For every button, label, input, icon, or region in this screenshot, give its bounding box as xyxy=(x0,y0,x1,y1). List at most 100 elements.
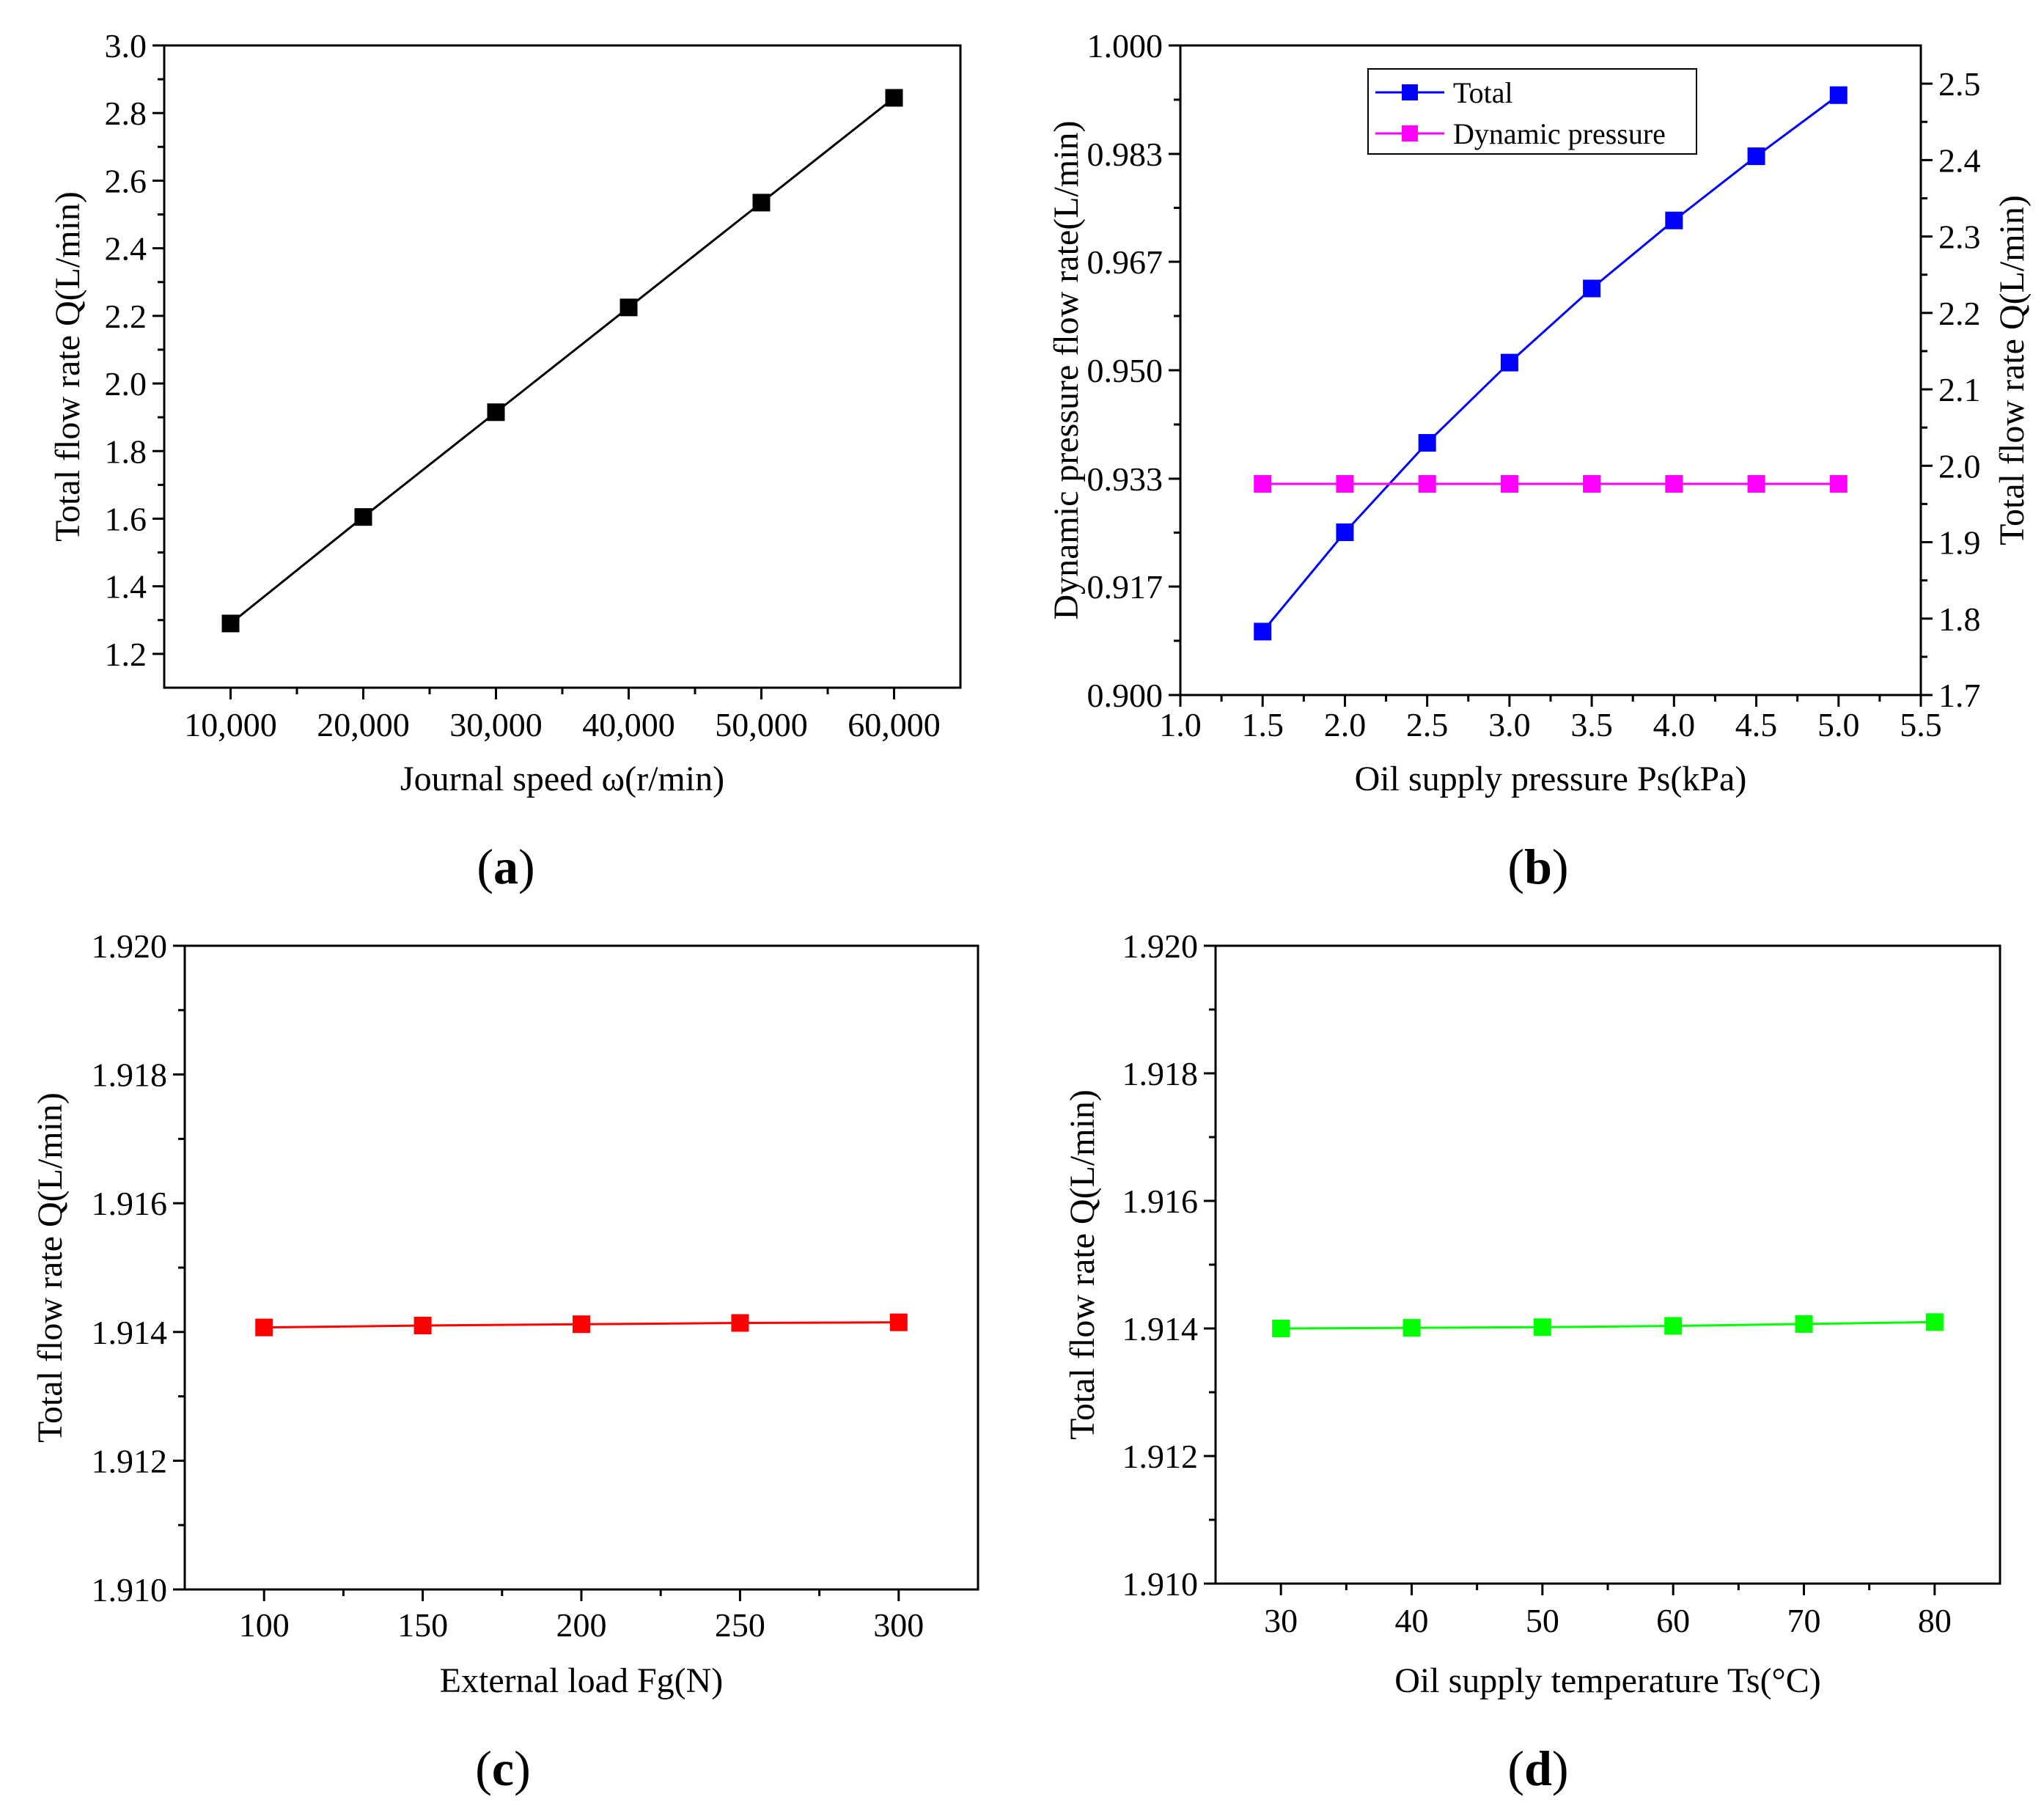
data-point xyxy=(255,1318,273,1337)
panel-label-close: ) xyxy=(1552,1740,1569,1796)
data-point xyxy=(889,1313,908,1331)
y-tick-label: 1.916 xyxy=(1122,1183,1199,1220)
data-point xyxy=(1664,1317,1683,1335)
y2-tick-label: 2.4 xyxy=(1938,141,1981,179)
y-tick-label: 2.6 xyxy=(105,162,147,199)
plot-frame xyxy=(1214,944,2001,1585)
y-tick-label: 1.914 xyxy=(92,1314,168,1351)
x-tick-label: 2.5 xyxy=(1406,706,1449,743)
y-tick-label: 1.914 xyxy=(1122,1310,1199,1348)
x-tick-label: 200 xyxy=(556,1606,607,1644)
x-axis-title: Journal speed ω(r/min) xyxy=(400,760,724,798)
legend: Total Dynamic pressure xyxy=(1367,68,1697,155)
data-point xyxy=(1665,475,1683,493)
y-tick-label: 1.920 xyxy=(1122,927,1199,965)
y2-axis-title: Total flow rate Q(L/min) xyxy=(1993,195,2032,545)
x-tick-label: 4.5 xyxy=(1735,706,1778,743)
x-tick-label: 70 xyxy=(1787,1602,1821,1639)
chart-d: 30 40 50 60 70 80 1.910 1.912 1.914 1.916 1.918 1.9… xyxy=(1063,927,2001,1796)
y2-tick-label: 2.5 xyxy=(1938,65,1981,103)
x-axis-title: Oil supply temperature Ts(°C) xyxy=(1394,1661,1821,1700)
panel-label: (b) xyxy=(1507,839,1568,894)
data-point xyxy=(573,1315,590,1334)
panel-label: (d) xyxy=(1507,1740,1568,1796)
y-tick-label: 1.918 xyxy=(1122,1055,1199,1092)
x-tick-label: 50 xyxy=(1526,1602,1559,1639)
y-tick-label: 1.912 xyxy=(92,1442,168,1479)
y-tick-label: 1.910 xyxy=(1122,1565,1199,1603)
panel-label-open: ( xyxy=(477,839,493,894)
data-point xyxy=(1747,147,1765,166)
y-tick-label: 2.8 xyxy=(105,95,147,132)
data-point xyxy=(752,194,771,212)
data-point xyxy=(1272,1320,1290,1337)
panel-label-open: ( xyxy=(475,1740,492,1796)
panel-label-letter: c xyxy=(492,1740,514,1796)
panel-label-close: ) xyxy=(514,1740,531,1796)
y-tick-label: 1.916 xyxy=(92,1185,168,1222)
x-tick-label: 5.5 xyxy=(1900,706,1942,743)
legend-marker xyxy=(1402,125,1418,141)
x-tick-label: 40,000 xyxy=(582,706,675,743)
data-point xyxy=(885,89,903,107)
data-point xyxy=(487,403,505,422)
y-tick-label: 0.933 xyxy=(1087,460,1163,498)
data-point xyxy=(1665,211,1683,229)
x-tick-label: 5.0 xyxy=(1817,706,1860,743)
data-point xyxy=(1500,475,1518,493)
data-point xyxy=(1418,475,1436,493)
y-tick-label: 1.000 xyxy=(1087,27,1163,65)
data-point xyxy=(1583,279,1601,298)
y-tick-label: 2.2 xyxy=(105,298,147,335)
data-point xyxy=(731,1314,749,1332)
y-tick-label: 1.6 xyxy=(105,500,147,537)
y-tick-label: 0.983 xyxy=(1087,136,1163,173)
x-tick-label: 150 xyxy=(397,1606,448,1644)
data-point xyxy=(1747,475,1765,493)
panel-label-open: ( xyxy=(1507,839,1524,894)
panel-label: (a) xyxy=(477,839,534,894)
data-point xyxy=(1829,475,1848,493)
x-tick-label: 80 xyxy=(1918,1602,1952,1639)
y-axis-title: Dynamic pressure flow rate(L/min) xyxy=(1047,120,1086,620)
x-axis-title: Oil supply pressure Ps(kPa) xyxy=(1355,760,1747,798)
legend-marker xyxy=(1402,84,1418,100)
panel-label-letter: d xyxy=(1524,1740,1552,1796)
legend-label: Total xyxy=(1453,76,1513,109)
x-tick-label: 30,000 xyxy=(449,706,543,743)
data-point xyxy=(1403,1319,1421,1337)
series-line-total xyxy=(229,97,895,625)
plot-frame xyxy=(163,44,962,689)
data-point xyxy=(354,508,372,526)
chart-b: 1.0 1.5 2.0 2.5 3.0 3.5 4.0 4.5 5.0 5.5 0.900 0.917… xyxy=(1047,27,2032,894)
x-tick-label: 100 xyxy=(239,1606,290,1644)
y-axis-title: Total flow rate Q(L/min) xyxy=(48,191,87,542)
y-tick-label: 1.8 xyxy=(105,433,147,470)
legend-box xyxy=(1367,68,1697,155)
x-tick-label: 3.0 xyxy=(1488,706,1531,743)
panel-label-close: ) xyxy=(1552,839,1569,894)
y2-tick-label: 2.1 xyxy=(1938,371,1981,408)
x-tick-label: 3.5 xyxy=(1570,706,1613,743)
x-tick-label: 30 xyxy=(1264,1602,1298,1639)
x-axis-title: External load Fg(N) xyxy=(440,1661,724,1700)
y2-tick-label: 1.8 xyxy=(1938,600,1981,638)
panel-label-letter: b xyxy=(1524,839,1552,894)
data-point xyxy=(1533,1318,1551,1337)
panel-label-close: ) xyxy=(518,839,535,894)
series-line-total xyxy=(1262,94,1839,633)
y-axis-title: Total flow rate Q(L/min) xyxy=(1063,1089,1102,1440)
data-point xyxy=(1925,1313,1944,1331)
data-point xyxy=(620,298,638,317)
y2-tick-label: 2.2 xyxy=(1938,295,1981,332)
x-tick-label: 10,000 xyxy=(184,706,277,743)
panel-label: (c) xyxy=(475,1740,531,1796)
x-tick-label: 20,000 xyxy=(317,706,410,743)
x-tick-label: 50,000 xyxy=(715,706,808,743)
y-tick-label: 0.967 xyxy=(1087,243,1163,281)
y-tick-label: 1.920 xyxy=(92,927,168,965)
series-line-total xyxy=(1281,1320,1935,1330)
y-tick-label: 1.912 xyxy=(1122,1438,1199,1475)
x-tick-label: 1.0 xyxy=(1159,706,1202,743)
